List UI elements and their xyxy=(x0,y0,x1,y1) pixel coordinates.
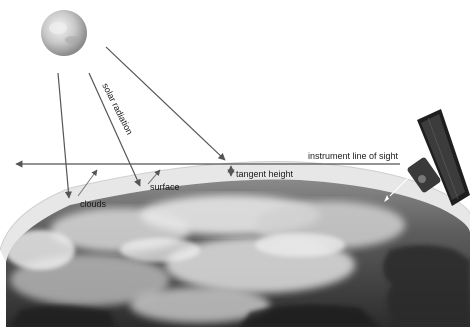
surface-label: surface xyxy=(150,182,180,192)
sun-icon xyxy=(41,10,87,56)
solar-ray-to-limb xyxy=(105,46,226,161)
solar-ray-to-surface xyxy=(88,72,141,187)
atmosphere-layer xyxy=(0,161,470,262)
instrument-line-of-sight-label: instrument line of sight xyxy=(308,151,399,161)
scattered-rays xyxy=(77,169,161,197)
scatter-from-surface xyxy=(147,169,161,185)
scatter-from-clouds xyxy=(77,169,98,197)
solar-radiation-rays xyxy=(57,46,226,199)
clouds-label: clouds xyxy=(80,199,107,209)
earth-globe xyxy=(6,179,470,327)
satellite-icon xyxy=(384,109,470,206)
solar-ray-to-clouds xyxy=(57,72,73,199)
tangent-height-label: tangent height xyxy=(236,169,294,179)
cloud-cover xyxy=(6,195,470,327)
